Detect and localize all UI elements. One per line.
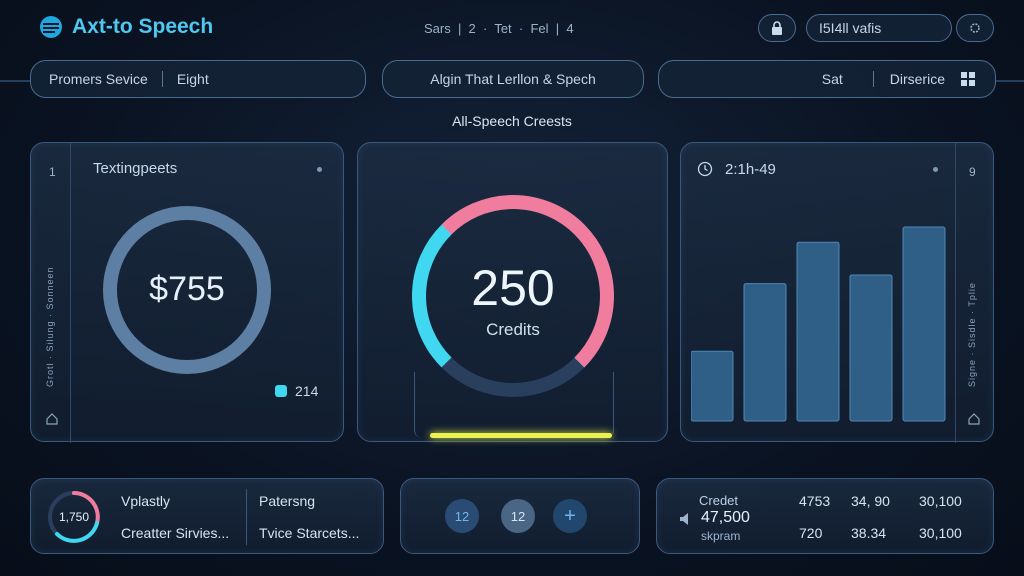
table-cell: 30,100 [919,493,962,509]
credit-big-value: 47,500 [701,509,750,526]
link-tvice[interactable]: Tvice Starcets... [259,525,360,541]
card-right-side-number: 9 [969,165,976,179]
add-button[interactable]: + [553,499,587,533]
directory-menu[interactable]: Dirserice [889,71,945,87]
app-logo[interactable]: Axt-to Speech [38,14,213,40]
progress-bar-fill [430,433,612,438]
settings-button[interactable] [956,14,994,42]
lock-button[interactable] [758,14,796,42]
legend-value: 214 [295,383,319,399]
lock-icon [772,21,782,35]
divider [161,71,163,87]
dot-icon [933,167,938,172]
credit-sub-label: skpram [701,529,741,543]
bottom-left-card: 1,750 Vplastly Patersng Creatter Sirvies… [30,478,384,554]
account-label: I5I4ll vafis [819,20,882,36]
divider [246,489,247,545]
toolbar-right[interactable]: Sat Dirserice [658,60,996,98]
gauge-value: 250 [471,260,555,316]
bar-chart [691,226,946,422]
card-left-side-text: Grotl · Silung · Sonneen [45,266,55,387]
table-cell: 720 [799,525,823,541]
table-cell: 4753 [799,493,831,509]
service-menu[interactable]: Promers Sevice [49,71,148,87]
toolbar-line-left [0,80,30,82]
dot-icon [317,167,322,172]
bottom-center-card: 12 12 + [400,478,640,554]
home-icon[interactable] [46,413,58,425]
table-cell: 34, 90 [851,493,890,509]
label-vplastly: Vplastly [121,493,171,509]
center-toolbar-label: Algin That Lerllon & Spech [430,71,596,87]
gauge-arc [412,194,614,397]
link-creatter[interactable]: Creatter Sirvies... [121,525,230,541]
credits-gauge [412,194,614,397]
mini-ring-value: 1,750 [58,510,90,524]
card-left-sidebar [31,143,71,443]
chart-bar [743,283,787,422]
divider [872,71,874,87]
table-cell: 30,100 [919,525,962,541]
eight-menu[interactable]: Eight [176,71,209,87]
table-cell: 38.34 [851,525,887,541]
home-icon[interactable] [968,413,980,425]
grid-icon[interactable] [961,72,975,86]
sat-menu[interactable]: Sat [821,71,843,87]
mini-ring-chart [48,491,100,543]
app-title: Axt-to Speech [72,15,214,38]
label-patersng: Patersng [259,493,316,509]
card-left-title: Textingpeets [93,160,178,177]
gear-icon [970,23,980,33]
legend-swatch [275,385,287,397]
chart-bar [691,350,734,422]
ring-fill [103,206,271,374]
section-title: All-Speech Creests [452,113,572,129]
time-label: 2:1h-49 [725,161,776,178]
card-left: 1 Grotl · Silung · Sonneen Textingpeets … [30,142,344,443]
bottom-right-card: Credet 47,500 skpram 4753 34, 90 30,100 … [656,478,994,554]
toolbar-line-right [996,80,1024,82]
clock-icon[interactable] [697,161,713,177]
circle-button-2[interactable]: 12 [501,499,535,533]
card-center: 250 Credits [357,142,668,442]
progress-bar-track [430,433,612,438]
chart-bar [796,241,840,422]
toolbar-left[interactable]: Promers Sevice Eight [30,60,366,98]
card-left-side-number: 1 [49,165,56,179]
speaker-icon[interactable] [679,513,693,525]
header-nav[interactable]: Sars | 2 · Tet · Fel | 4 [424,21,574,36]
credit-label: Credet [699,493,739,508]
circle-button-1[interactable]: 12 [445,499,479,533]
progress-track [414,372,614,438]
ring-value: $755 [149,270,225,308]
logo-icon [40,16,62,38]
ring-chart [103,206,271,374]
card-right-side-text: Signe · Sisdle · Tplie [967,282,977,387]
card-right-sidebar [955,143,995,443]
chart-bar [902,226,946,422]
card-right: 2:1h-49 9 Signe · Sisdle · Tplie [680,142,995,443]
gauge-label: Credits [486,320,540,339]
toolbar-center[interactable]: Algin That Lerllon & Spech [382,60,644,98]
chart-bar [849,274,893,422]
account-field[interactable]: I5I4ll vafis [806,14,952,42]
